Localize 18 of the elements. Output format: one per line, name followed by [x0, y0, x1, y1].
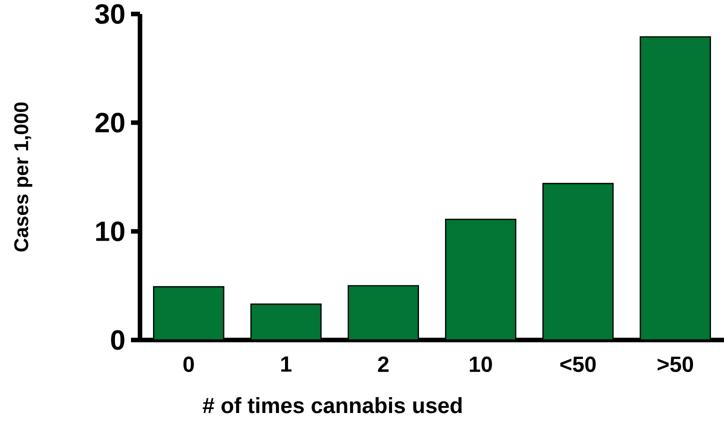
bar [640, 36, 711, 340]
bar [445, 218, 516, 340]
x-tick-label: <50 [560, 356, 596, 372]
bar [153, 286, 224, 340]
y-axis-title: Cases per 1,000 [14, 102, 32, 252]
y-tick-label: 10 [96, 221, 124, 242]
y-tick-label: 30 [95, 4, 124, 24]
bar [542, 182, 614, 340]
x-axis-title: # of times cannabis used [202, 397, 462, 414]
x-tick-label: 2 [378, 356, 389, 372]
x-tick-label: 10 [470, 356, 492, 372]
bar [348, 285, 419, 340]
x-tick-label: 1 [281, 356, 292, 372]
y-tick-label: 20 [95, 112, 124, 133]
x-tick-label: 0 [183, 356, 194, 372]
bar [250, 304, 322, 340]
y-tick-label: 0 [111, 330, 124, 350]
x-tick-label: >50 [658, 356, 694, 372]
